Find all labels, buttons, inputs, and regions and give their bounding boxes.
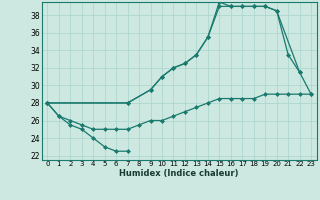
X-axis label: Humidex (Indice chaleur): Humidex (Indice chaleur): [119, 169, 239, 178]
